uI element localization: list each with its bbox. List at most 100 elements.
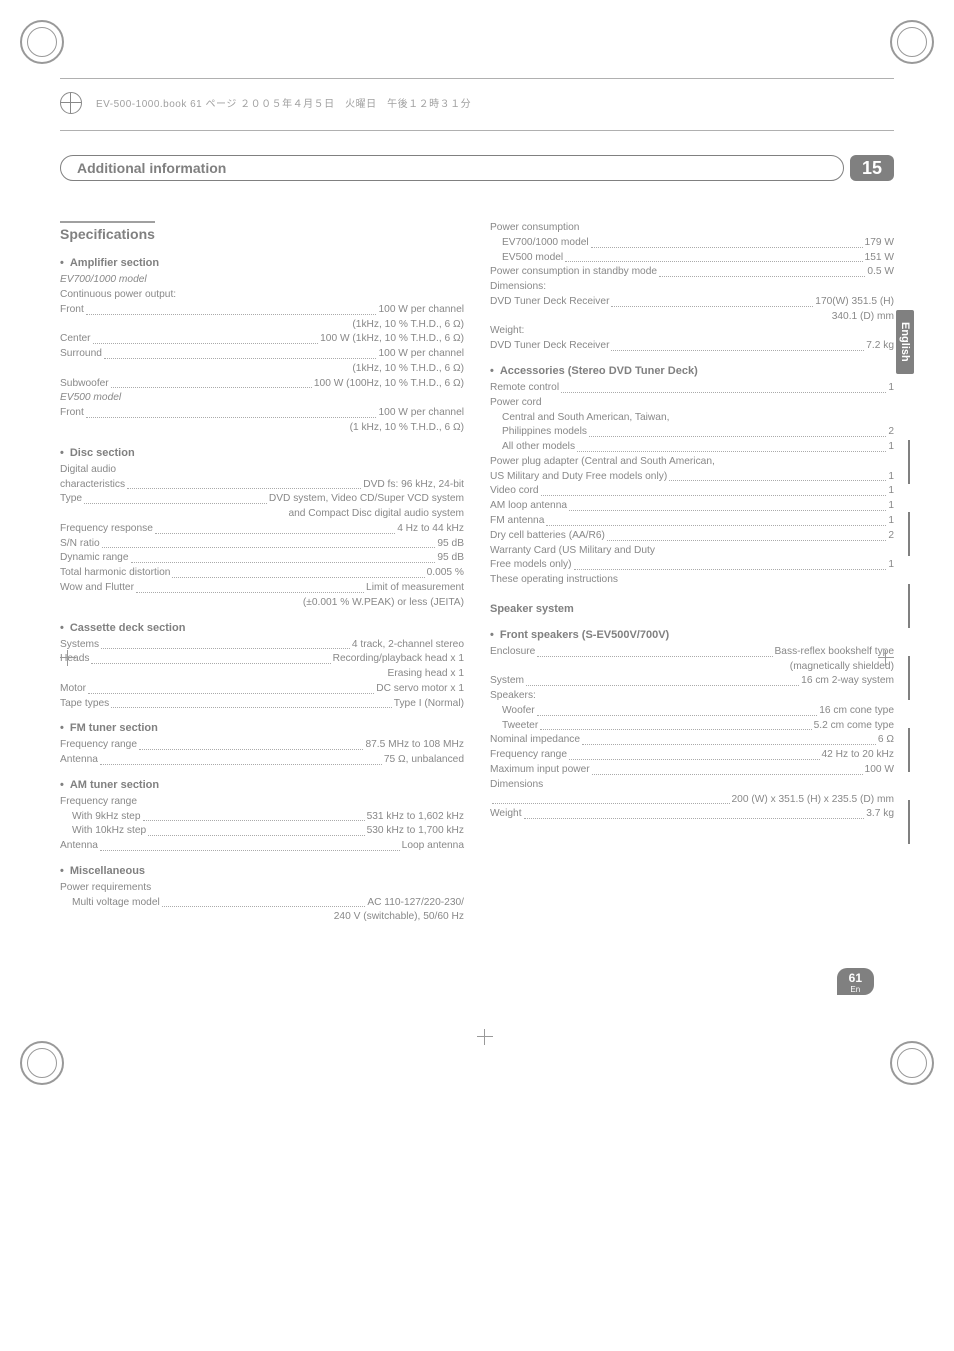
amp-front: Front100 W per channel xyxy=(60,303,464,318)
cas-heads-cont: Erasing head x 1 xyxy=(60,667,464,682)
am-heading: •AM tuner section xyxy=(60,778,464,794)
pc-ev5: EV500 model151 W xyxy=(490,251,894,266)
header-meta-text: EV-500-1000.book 61 ページ ２００５年４月５日 火曜日 午後… xyxy=(96,95,471,110)
amp-front2: Front100 W per channel xyxy=(60,406,464,421)
misc-mv: Multi voltage modelAC 110-127/220-230/ xyxy=(60,896,464,911)
weight-label: Weight: xyxy=(490,324,894,339)
page-lang: En xyxy=(849,985,862,994)
header-rule-top xyxy=(60,78,894,79)
acc-wc: Warranty Card (US Military and Duty xyxy=(490,544,894,559)
spk-dim: Dimensions xyxy=(490,778,894,793)
register-mark-right xyxy=(878,650,894,666)
fm-freq: Frequency range87.5 MHz to 108 MHz xyxy=(60,738,464,753)
spk-w: Weight3.7 kg xyxy=(490,807,894,822)
page: EV-500-1000.book 61 ページ ２００５年４月５日 火曜日 午後… xyxy=(0,0,954,1105)
disc-wf-cont: (±0.001 % W.PEAK) or less (JEITA) xyxy=(60,596,464,611)
spk-tw: Tweeter5.2 cm come type xyxy=(490,719,894,734)
pc-label: Power consumption xyxy=(490,221,894,236)
disc-da: Digital audio xyxy=(60,463,464,478)
amp-center: Center100 W (1kHz, 10 % T.H.D., 6 Ω) xyxy=(60,332,464,347)
disc-heading: •Disc section xyxy=(60,446,464,462)
dim-label: Dimensions: xyxy=(490,280,894,295)
acc-ppa: Power plug adapter (Central and South Am… xyxy=(490,455,894,470)
spk-dim-v: 200 (W) x 351.5 (H) x 235.5 (D) mm xyxy=(490,793,894,808)
corner-ornament-br xyxy=(890,1041,934,1085)
acc-dc: Dry cell batteries (AA/R6)2 xyxy=(490,529,894,544)
amp-surround-cont: (1kHz, 10 % T.H.D., 6 Ω) xyxy=(60,362,464,377)
dim-dvd-cont: 340.1 (D) mm xyxy=(490,310,894,325)
front-speakers-heading: •Front speakers (S-EV500V/700V) xyxy=(490,628,894,644)
amp-cpo: Continuous power output: xyxy=(60,288,464,303)
content-columns: Specifications •Amplifier section EV700/… xyxy=(60,221,894,925)
specifications-heading: Specifications xyxy=(60,221,155,244)
corner-ornament-tl xyxy=(20,20,64,64)
left-column: Specifications •Amplifier section EV700/… xyxy=(60,221,464,925)
dim-dvd: DVD Tuner Deck Receiver170(W) 351.5 (H) xyxy=(490,295,894,310)
acc-usm: US Military and Duty Free models only)1 xyxy=(490,470,894,485)
section-title: Additional information xyxy=(77,160,226,176)
cas-heads: HeadsRecording/playback head x 1 xyxy=(60,652,464,667)
amp-subwoofer: Subwoofer100 W (100Hz, 10 % T.H.D., 6 Ω) xyxy=(60,377,464,392)
acc-toi: These operating instructions xyxy=(490,573,894,588)
acc-csa: Central and South American, Taiwan, xyxy=(490,411,894,426)
misc-mv-cont: 240 V (switchable), 50/60 Hz xyxy=(60,910,464,925)
spk-woof: Woofer16 cm cone type xyxy=(490,704,894,719)
spk-mip: Maximum input power100 W xyxy=(490,763,894,778)
am-fr: Frequency range xyxy=(60,795,464,810)
spk-sys: System16 cm 2-way system xyxy=(490,674,894,689)
page-number: 61 xyxy=(849,971,862,985)
acc-fm: Free models only)1 xyxy=(490,558,894,573)
acc-aml: AM loop antenna1 xyxy=(490,499,894,514)
disc-freq: Frequency response4 Hz to 44 kHz xyxy=(60,522,464,537)
page-number-badge: 61 En xyxy=(837,968,874,995)
speaker-system-heading: Speaker system xyxy=(490,602,894,618)
register-mark-left xyxy=(60,650,76,666)
spk-enc-cont: (magnetically shielded) xyxy=(490,660,894,675)
spk-ni: Nominal impedance6 Ω xyxy=(490,733,894,748)
misc-heading: •Miscellaneous xyxy=(60,864,464,880)
register-mark-bottom xyxy=(477,1029,493,1045)
spk-fr: Frequency range42 Hz to 20 kHz xyxy=(490,748,894,763)
pc-standby: Power consumption in standby mode0.5 W xyxy=(490,265,894,280)
acc-other: All other models1 xyxy=(490,440,894,455)
cassette-heading: •Cassette deck section xyxy=(60,621,464,637)
right-column: Power consumption EV700/1000 model179 W … xyxy=(490,221,894,925)
header-rule-bottom xyxy=(60,130,894,131)
section-title-pill: Additional information xyxy=(60,155,844,181)
side-index-marks xyxy=(906,440,910,872)
cas-motor: MotorDC servo motor x 1 xyxy=(60,682,464,697)
spk-sp: Speakers: xyxy=(490,689,894,704)
disc-type-cont: and Compact Disc digital audio system xyxy=(60,507,464,522)
cas-tape: Tape typesType I (Normal) xyxy=(60,697,464,712)
amp-surround: Surround100 W per channel xyxy=(60,347,464,362)
disc-type: TypeDVD system, Video CD/Super VCD syste… xyxy=(60,492,464,507)
disc-wf: Wow and FlutterLimit of measurement xyxy=(60,581,464,596)
acc-rc: Remote control1 xyxy=(490,381,894,396)
disc-thd: Total harmonic distortion0.005 % xyxy=(60,566,464,581)
language-tab: English xyxy=(896,310,914,374)
amp-front2-cont: (1 kHz, 10 % T.H.D., 6 Ω) xyxy=(60,421,464,436)
am-10k: With 10kHz step530 kHz to 1,700 kHz xyxy=(60,824,464,839)
disc-char: characteristicsDVD fs: 96 kHz, 24-bit xyxy=(60,478,464,493)
amp-model1: EV700/1000 model xyxy=(60,273,464,288)
amp-model2: EV500 model xyxy=(60,391,464,406)
pc-ev7: EV700/1000 model179 W xyxy=(490,236,894,251)
section-header: Additional information 15 xyxy=(60,155,894,181)
accessories-heading: •Accessories (Stereo DVD Tuner Deck) xyxy=(490,364,894,380)
disc-sn: S/N ratio95 dB xyxy=(60,537,464,552)
am-ant: AntennaLoop antenna xyxy=(60,839,464,854)
corner-ornament-tr xyxy=(890,20,934,64)
acc-fma: FM antenna1 xyxy=(490,514,894,529)
amplifier-heading: •Amplifier section xyxy=(60,256,464,272)
corner-ornament-bl xyxy=(20,1041,64,1085)
acc-pcord: Power cord xyxy=(490,396,894,411)
register-mark-icon xyxy=(60,92,82,114)
section-number: 15 xyxy=(850,155,894,181)
acc-phil: Philippines models2 xyxy=(490,425,894,440)
fm-ant: Antenna75 Ω, unbalanced xyxy=(60,753,464,768)
acc-vc: Video cord1 xyxy=(490,484,894,499)
misc-pr: Power requirements xyxy=(60,881,464,896)
disc-dr: Dynamic range95 dB xyxy=(60,551,464,566)
amp-front-cont: (1kHz, 10 % T.H.D., 6 Ω) xyxy=(60,318,464,333)
cas-sys: Systems4 track, 2-channel stereo xyxy=(60,638,464,653)
